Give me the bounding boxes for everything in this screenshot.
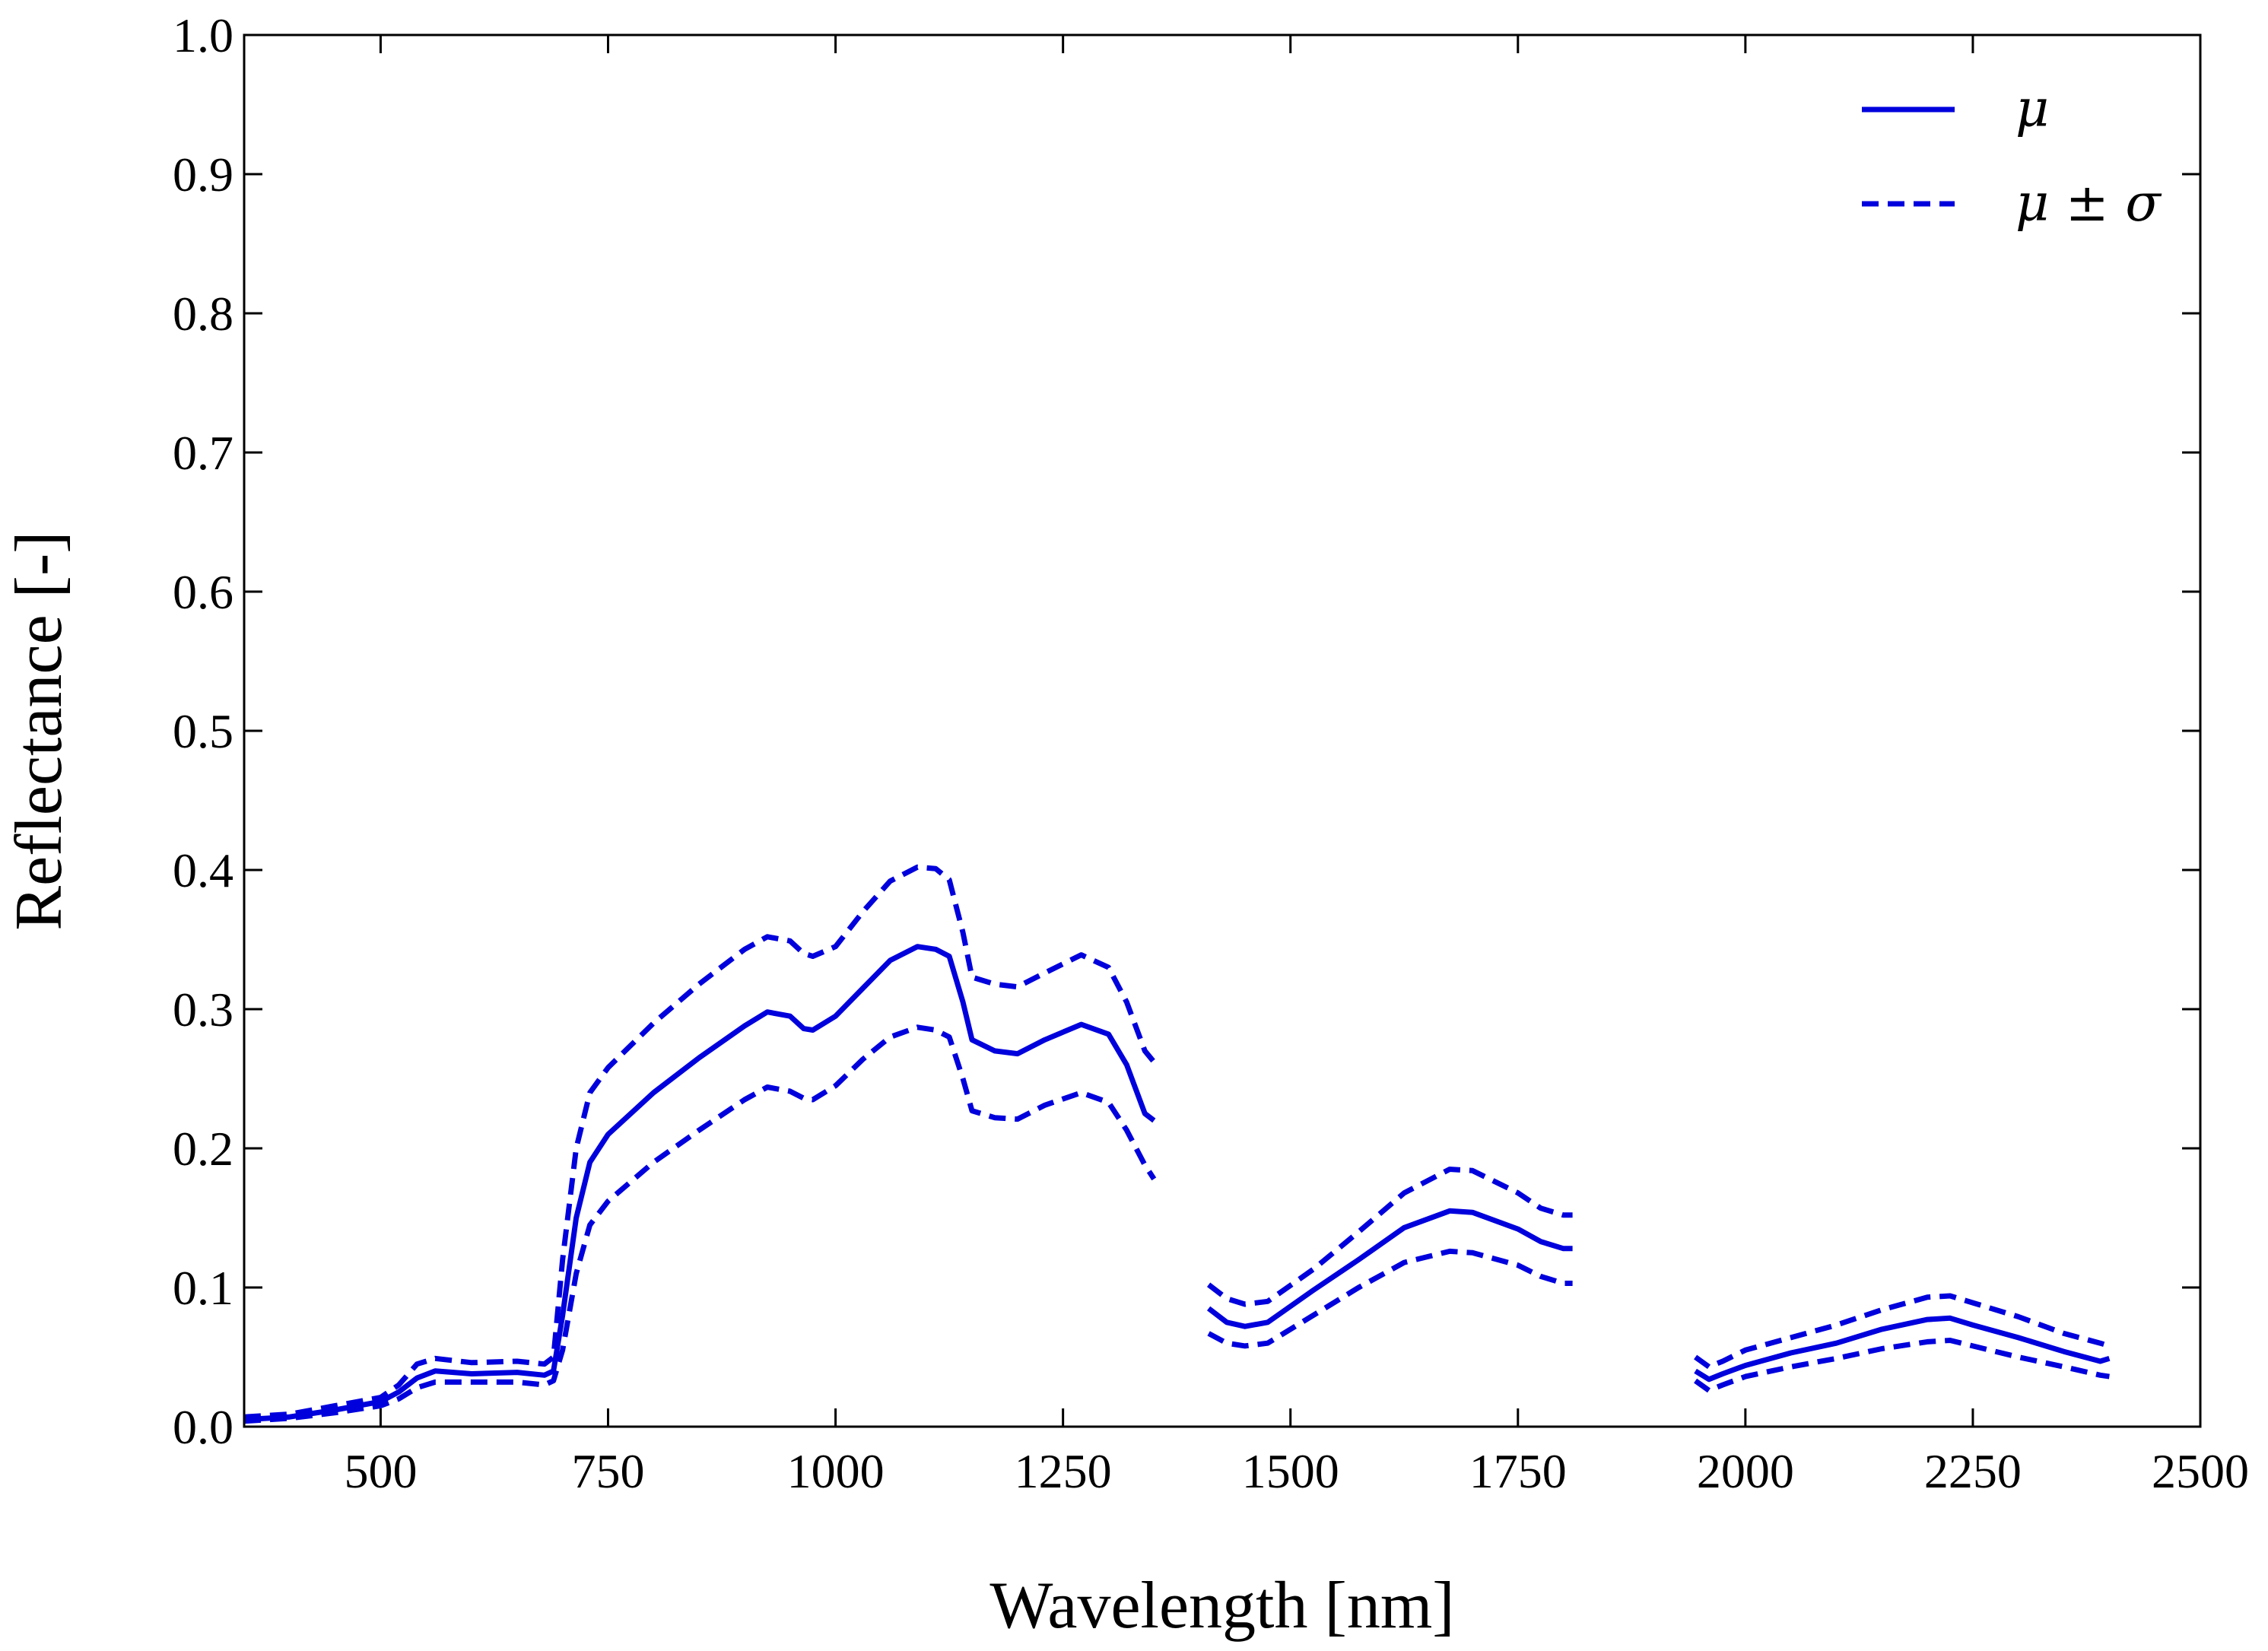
- series-line-1-segment-1: [1206, 1167, 1573, 1307]
- y-tick-label: 0.9: [173, 148, 233, 202]
- y-axis-title: Reflectance [-]: [2, 531, 76, 930]
- x-tick-label: 2000: [1697, 1444, 1794, 1498]
- y-tick-label: 0.8: [173, 287, 233, 341]
- legend-label-mu-pm-sigma: μ ± σ: [2015, 173, 2162, 233]
- y-tick-label: 0.5: [173, 704, 233, 758]
- x-axis-title: Wavelength [nm]: [989, 1569, 1454, 1643]
- series-line-2-segment-0: [243, 1024, 1157, 1424]
- x-tick-label: 750: [572, 1444, 645, 1498]
- series-line-0-segment-2: [1694, 1315, 2111, 1383]
- y-tick-label: 0.3: [173, 983, 233, 1037]
- y-tick-label: 1.0: [173, 8, 233, 62]
- x-tick-label: 500: [344, 1444, 417, 1498]
- series-line-2-segment-2: [1694, 1338, 2110, 1393]
- y-tick-label: 0.6: [173, 565, 233, 619]
- x-tick-label: 1000: [787, 1444, 885, 1498]
- series-line-2-segment-1: [1207, 1248, 1573, 1349]
- y-tick-label: 0.0: [173, 1400, 233, 1454]
- legend-label-mu: μ: [2015, 79, 2049, 139]
- x-tick-label: 1250: [1015, 1444, 1112, 1498]
- y-tick-label: 0.4: [173, 843, 233, 897]
- plot-frame: [243, 33, 2202, 1428]
- x-tick-label: 1500: [1242, 1444, 1339, 1498]
- series-line-0-segment-0: [243, 944, 1156, 1423]
- x-tick-label: 2250: [1924, 1444, 2022, 1498]
- y-tick-label: 0.2: [173, 1122, 233, 1176]
- x-tick-label: 2500: [2152, 1444, 2249, 1498]
- series-line-0-segment-1: [1206, 1208, 1573, 1329]
- x-tick-label: 1750: [1469, 1444, 1567, 1498]
- y-tick-label: 0.7: [173, 426, 233, 480]
- legend: μ μ ± σ: [1862, 79, 2162, 233]
- ticks-layer: 500 750 1000 1250 1500 1750 2000 2250 2500 0.0 0.1…: [173, 8, 2249, 1498]
- series-line-1-segment-2: [1694, 1293, 2111, 1370]
- series-line-1-segment-0: [243, 864, 1157, 1420]
- y-tick-label: 0.1: [173, 1261, 233, 1315]
- series-layer: [243, 864, 2111, 1424]
